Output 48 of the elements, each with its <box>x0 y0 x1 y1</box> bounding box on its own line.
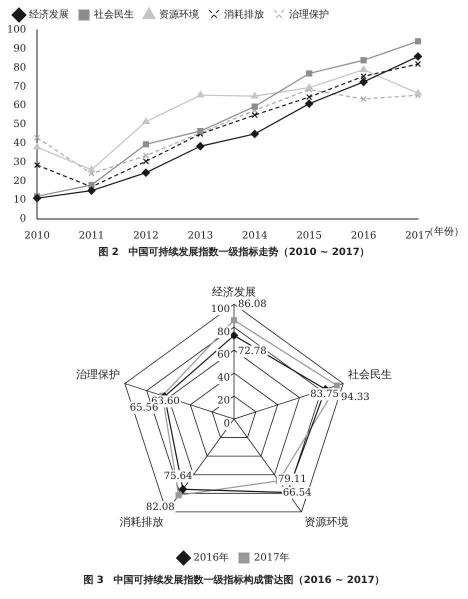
y-tick-label: 40 <box>217 372 230 384</box>
spoke-label: 经济发展 <box>212 285 256 298</box>
x-tick-label: 2015 <box>296 230 322 242</box>
y-tick-label: 60 <box>217 350 230 361</box>
y-tick-label: 30 <box>13 156 26 168</box>
data-label: 82.08 <box>146 502 175 513</box>
x-tick-label: 2013 <box>188 230 214 242</box>
data-label: 94.33 <box>340 392 370 404</box>
data-label: 83.75 <box>310 388 339 400</box>
x-tick-label: 2012 <box>133 230 159 242</box>
y-tick-label: 40 <box>13 138 26 149</box>
x-tick-label: 2017 <box>405 230 431 242</box>
y-tick-label: 0 <box>224 418 230 430</box>
data-label: 75.64 <box>164 470 192 482</box>
legend-label: 经济发展 <box>29 8 69 21</box>
y-tick-label: 20 <box>217 396 230 407</box>
data-label: 66.54 <box>282 487 312 498</box>
y-tick-label: 100 <box>6 24 26 36</box>
text: 图 2 中国可持续发展指数一级指标走势（2010 ~ 2017） <box>97 246 371 259</box>
legend-label: 2017年 <box>254 552 290 564</box>
text: 图 3 中国可持续发展指数一级指标构成雷达图（2016 ~ 2017） <box>82 574 386 587</box>
data-label: 86.08 <box>238 298 267 310</box>
data-label: 79.11 <box>278 474 307 486</box>
spoke-label: 资源环境 <box>304 515 348 528</box>
x-tick-label: 2016 <box>350 230 376 242</box>
y-tick-label: 50 <box>13 119 26 130</box>
y-tick-label: 70 <box>13 81 26 92</box>
legend-label: 消耗排放 <box>224 8 264 21</box>
spoke-label: 消耗排放 <box>120 515 164 528</box>
y-tick-label: 0 <box>20 214 26 225</box>
y-tick-label: 60 <box>13 100 26 112</box>
y-tick-label: 90 <box>13 43 26 54</box>
y-tick-label: 20 <box>13 176 26 187</box>
y-tick-label: 10 <box>13 194 26 206</box>
legend-label: 2016年 <box>194 552 230 564</box>
y-tick-label: 80 <box>13 62 26 74</box>
x-tick-label: 2014 <box>242 230 268 242</box>
data-label: 72.78 <box>238 346 267 358</box>
x-tick-label: 2011 <box>78 230 104 242</box>
x-tick-label: 2010 <box>24 230 50 242</box>
legend-label: 资源环境 <box>159 8 199 21</box>
data-label: 65.56 <box>130 402 158 414</box>
y-tick-label: 80 <box>217 326 230 338</box>
legend-label: 社会民生 <box>94 8 134 21</box>
spoke-label: 社会民生 <box>348 368 392 382</box>
y-tick-label: 100 <box>210 304 230 315</box>
spoke-label: 治理保护 <box>76 368 120 382</box>
legend-label: 治理保护 <box>289 8 329 21</box>
